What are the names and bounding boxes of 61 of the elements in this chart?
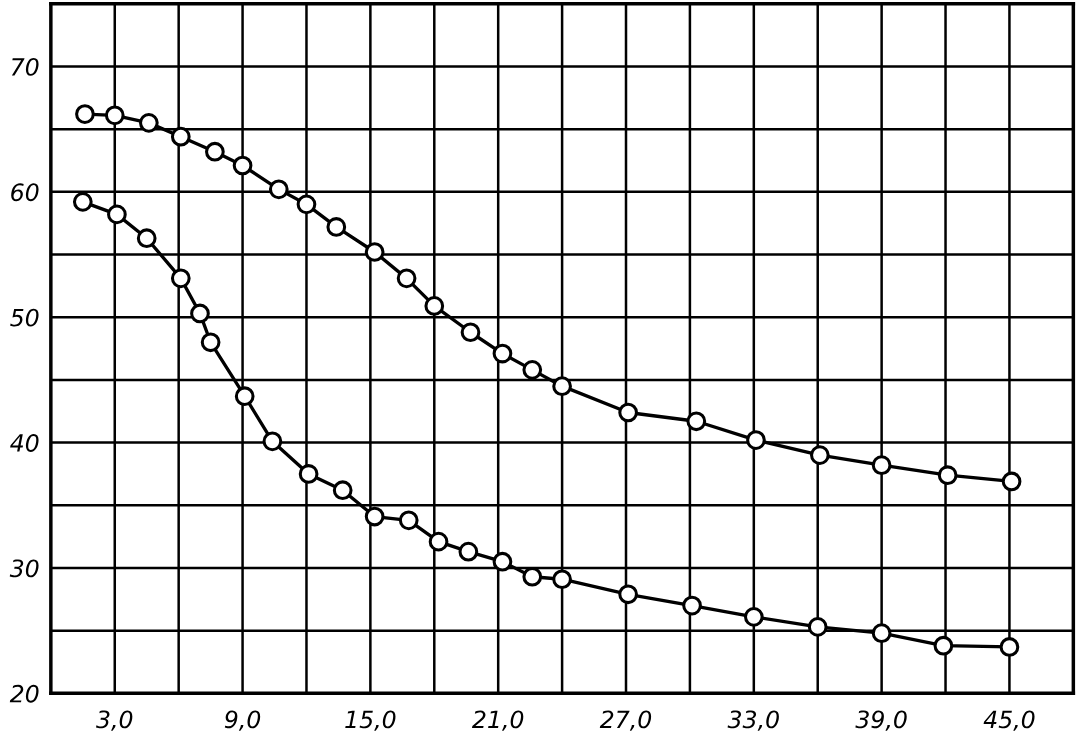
x-tick-label: 39,0 [855, 710, 907, 731]
point [552, 376, 572, 397]
point [458, 541, 479, 562]
point [268, 179, 289, 200]
point [170, 126, 191, 147]
point [326, 217, 347, 237]
point [746, 430, 766, 450]
point [296, 194, 317, 215]
point [807, 617, 828, 637]
x-tick-label: 45,0 [983, 710, 1035, 731]
x-tick-label: 3,0 [96, 710, 133, 731]
point [743, 607, 764, 627]
point [104, 105, 125, 126]
point [170, 268, 191, 289]
point [1001, 471, 1022, 492]
point [871, 623, 892, 644]
point [871, 455, 892, 476]
point [937, 465, 958, 486]
point [522, 360, 543, 380]
point [332, 480, 353, 501]
point [933, 635, 954, 656]
y-tick-label: 60 [11, 183, 39, 202]
x-tick-label: 21,0 [472, 710, 524, 731]
point [200, 332, 221, 353]
point [262, 431, 283, 452]
y-tick-label: 40 [10, 434, 39, 452]
point [364, 242, 385, 262]
point [234, 386, 255, 407]
y-tick-label: 20 [9, 684, 39, 703]
point [364, 506, 385, 527]
x-tick-label: 9,0 [224, 710, 261, 731]
point [424, 296, 445, 316]
point [190, 303, 210, 324]
point [522, 566, 543, 587]
point [138, 113, 159, 133]
point [398, 510, 419, 531]
y-tick-label: 50 [10, 308, 39, 327]
point [460, 322, 481, 343]
point [396, 268, 417, 289]
point [72, 191, 93, 212]
point [428, 531, 449, 552]
point [232, 155, 253, 176]
point [492, 551, 513, 572]
x-tick-label: 27,0 [599, 710, 652, 731]
point [809, 445, 830, 465]
point [298, 464, 319, 484]
point [618, 402, 638, 423]
point [75, 104, 95, 124]
x-tick-label: 33,0 [727, 710, 779, 731]
point [492, 343, 513, 364]
y-tick-label: 30 [9, 559, 39, 578]
point [552, 569, 572, 590]
point [686, 411, 707, 432]
point [618, 584, 638, 605]
point [999, 637, 1020, 657]
x-tick-label: 15,0 [345, 710, 396, 731]
point [205, 141, 225, 162]
y-tick-label: 70 [11, 57, 39, 76]
point [136, 228, 157, 249]
point [682, 595, 702, 616]
point [107, 204, 127, 225]
